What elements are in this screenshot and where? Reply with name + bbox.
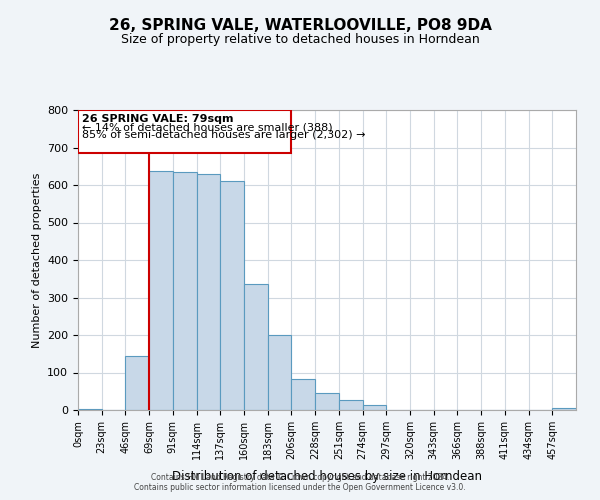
Text: Size of property relative to detached houses in Horndean: Size of property relative to detached ho… (121, 32, 479, 46)
Text: 85% of semi-detached houses are larger (2,302) →: 85% of semi-detached houses are larger (… (82, 130, 365, 140)
FancyBboxPatch shape (78, 110, 292, 153)
Bar (339, 400, 362, 410)
Text: 26 SPRING VALE: 79sqm: 26 SPRING VALE: 79sqm (82, 114, 233, 124)
Bar (125, 356, 149, 410)
Bar (173, 172, 197, 410)
Bar (78, 409, 102, 410)
Text: Contains HM Land Registry data © Crown copyright and database right 2024.: Contains HM Land Registry data © Crown c… (151, 472, 449, 482)
Bar (292, 379, 315, 410)
Bar (244, 284, 268, 410)
Bar (149, 171, 173, 410)
Y-axis label: Number of detached properties: Number of detached properties (32, 172, 41, 348)
Text: Contains public sector information licensed under the Open Government Licence v3: Contains public sector information licen… (134, 482, 466, 492)
Bar (197, 174, 220, 410)
Bar (552, 408, 576, 410)
Bar (315, 393, 339, 410)
Text: 26, SPRING VALE, WATERLOOVILLE, PO8 9DA: 26, SPRING VALE, WATERLOOVILLE, PO8 9DA (109, 18, 491, 32)
X-axis label: Distribution of detached houses by size in Horndean: Distribution of detached houses by size … (172, 470, 482, 483)
Bar (220, 181, 244, 410)
Bar (268, 335, 292, 410)
Bar (362, 405, 386, 410)
Text: ← 14% of detached houses are smaller (388): ← 14% of detached houses are smaller (38… (82, 122, 332, 132)
